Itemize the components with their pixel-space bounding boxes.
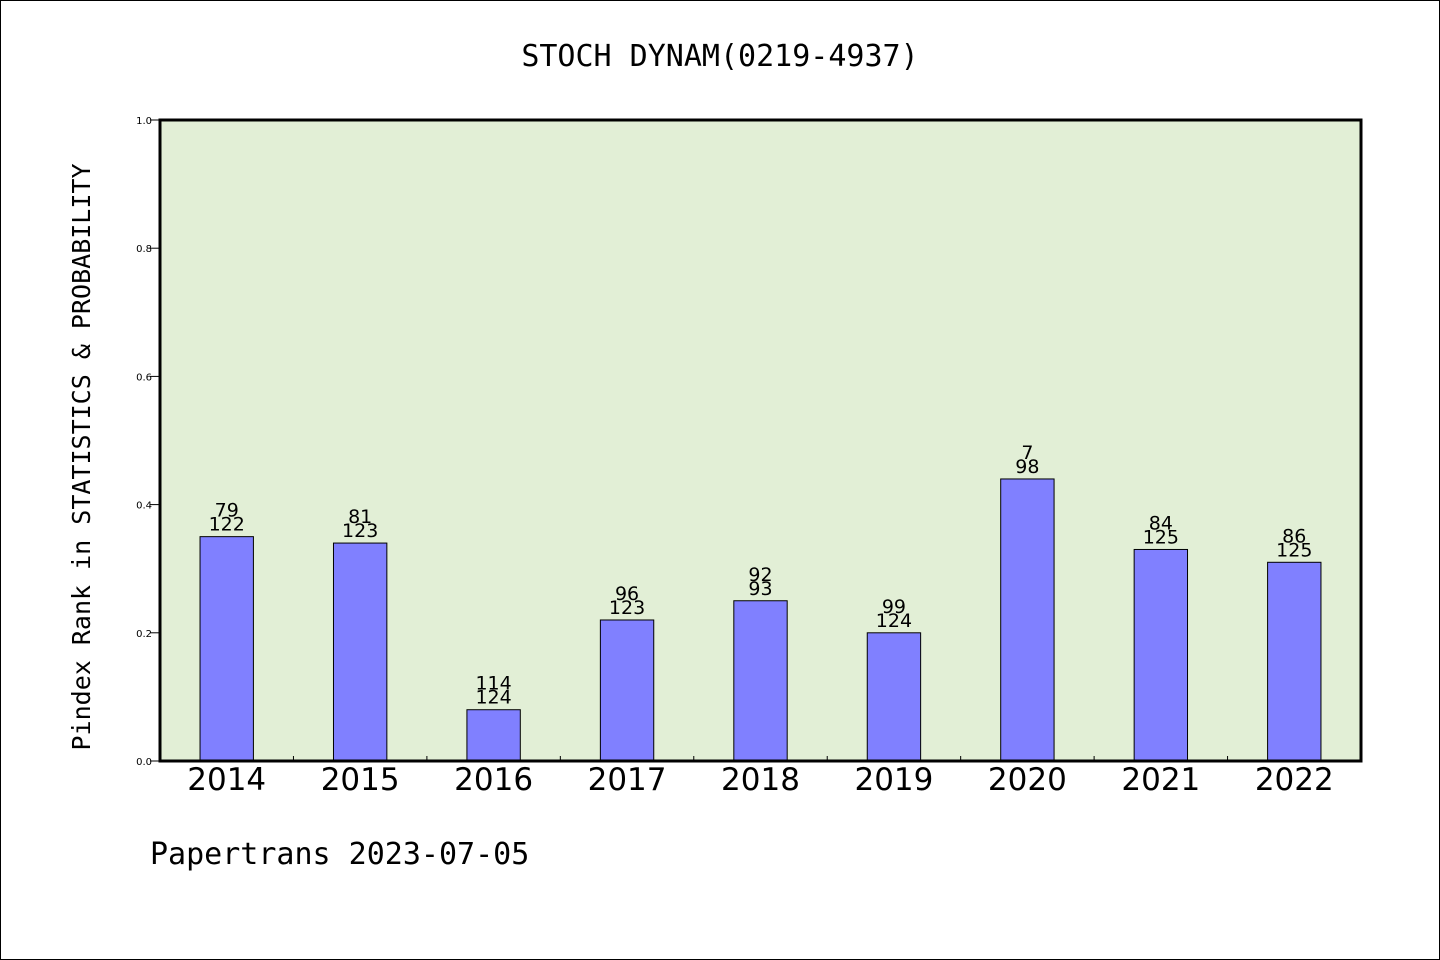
bar-total-label: 124 (876, 610, 912, 632)
bar (733, 600, 788, 762)
bar-total-label: 122 (209, 514, 245, 536)
bar-total-label: 93 (748, 578, 772, 600)
y-axis: 0.0 0.2 0.4 0.6 0.8 1.0 (136, 116, 160, 768)
x-tick-label: 2018 (721, 762, 800, 798)
bar-rank-label: 81 (348, 506, 372, 528)
y-tick-label: 0.8 (136, 244, 152, 255)
footer-credit: Papertrans 2023-07-05 (150, 837, 529, 872)
bar-total-label: 123 (342, 520, 378, 542)
bar (199, 536, 254, 762)
bar-rank-label: 92 (748, 564, 772, 586)
bar (332, 542, 388, 762)
bar-rank-label: 96 (615, 583, 639, 605)
bar-rank-label: 99 (882, 596, 906, 618)
x-tick-label: 2014 (187, 762, 266, 798)
bar-total-label: 123 (609, 597, 645, 619)
bar-rank-label: 84 (1149, 512, 1173, 534)
y-tick-label: 0.6 (136, 372, 152, 383)
bar (1267, 561, 1322, 762)
x-axis: 2014 2015 2016 2017 2018 2019 2020 2021 2022 (159, 756, 1362, 798)
y-tick-label: 1.0 (136, 116, 152, 127)
bar (1133, 548, 1189, 762)
chart-title: STOCH DYNAM(0219-4937) (521, 39, 918, 74)
bar-total-label: 125 (1276, 539, 1312, 561)
x-tick-label: 2019 (854, 762, 933, 798)
x-tick-label: 2022 (1255, 762, 1334, 798)
y-tick-label: 0.4 (136, 501, 152, 512)
bar (866, 632, 922, 762)
y-tick-label: 0.2 (136, 629, 152, 640)
x-tick-label: 2015 (321, 762, 400, 798)
plot-border (158, 118, 1363, 763)
x-tick-label: 2017 (588, 762, 667, 798)
bar (599, 619, 655, 762)
x-tick-label: 2016 (454, 762, 533, 798)
bar-rank-label: 79 (215, 500, 239, 522)
bar-total-label: 124 (475, 687, 511, 709)
x-tick-label: 2021 (1121, 762, 1200, 798)
bar-rank-label: 86 (1282, 525, 1306, 547)
bar-rank-label: 114 (475, 673, 511, 695)
x-tick-label: 2020 (988, 762, 1067, 798)
bar (466, 709, 521, 762)
bar (1000, 478, 1055, 762)
bar-total-label: 98 (1015, 456, 1039, 478)
bar-total-label: 125 (1143, 526, 1179, 548)
y-tick-label: 0.0 (136, 757, 152, 768)
bar-rank-label: 7 (1021, 442, 1033, 464)
y-axis-label: Pindex Rank in STATISTICS & PROBABILITY (67, 164, 96, 751)
